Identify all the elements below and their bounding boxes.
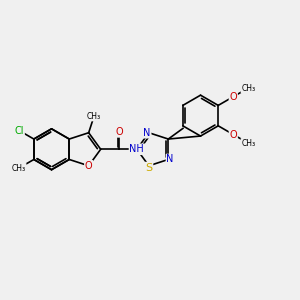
Text: CH₃: CH₃: [87, 112, 101, 121]
Text: CH₃: CH₃: [241, 139, 255, 148]
Text: CH₃: CH₃: [12, 164, 26, 173]
Text: N: N: [167, 154, 174, 164]
Text: O: O: [230, 92, 237, 102]
Text: NH: NH: [130, 144, 144, 154]
Text: S: S: [145, 163, 152, 172]
Text: Cl: Cl: [15, 126, 24, 136]
Text: O: O: [230, 130, 237, 140]
Text: O: O: [85, 161, 92, 171]
Text: O: O: [116, 127, 123, 137]
Text: CH₃: CH₃: [241, 83, 255, 92]
Text: N: N: [143, 128, 151, 138]
